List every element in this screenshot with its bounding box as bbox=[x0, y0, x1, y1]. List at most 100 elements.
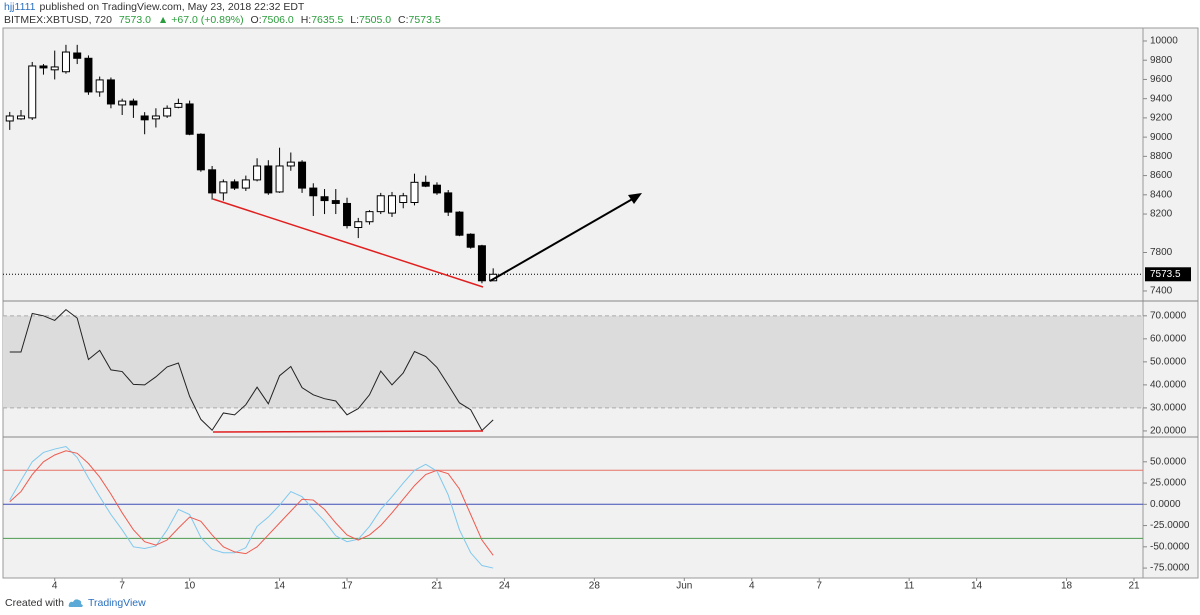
y-tick-label: 9000 bbox=[1150, 132, 1173, 143]
last-price-label: 7573.5 bbox=[1150, 269, 1181, 280]
series-line bbox=[9, 308, 494, 432]
candle-body bbox=[208, 169, 217, 194]
x-tick-label: 24 bbox=[499, 581, 511, 592]
arrow-head bbox=[628, 193, 642, 204]
candle-body bbox=[5, 115, 14, 122]
x-tick-label: 28 bbox=[589, 581, 601, 592]
y-tick-label: 20.0000 bbox=[1150, 426, 1187, 437]
quote-label: C: bbox=[398, 14, 409, 26]
y-tick-label: 60.0000 bbox=[1150, 333, 1187, 344]
x-tick-label: 17 bbox=[341, 581, 353, 592]
candle-body bbox=[151, 115, 160, 120]
arrow-line[interactable] bbox=[489, 196, 637, 282]
candle-body bbox=[264, 165, 273, 194]
x-tick-label: 10 bbox=[184, 581, 196, 592]
candle-body bbox=[432, 184, 441, 194]
candle-body bbox=[39, 65, 48, 69]
price: 7573.0 bbox=[118, 14, 151, 26]
candle-body bbox=[118, 100, 127, 106]
y-tick-label: -50.0000 bbox=[1150, 541, 1190, 552]
candle-body bbox=[129, 100, 138, 106]
backgrounds bbox=[3, 273, 1143, 539]
y-tick-label: -75.0000 bbox=[1150, 563, 1190, 574]
x-tick-label: 14 bbox=[971, 581, 983, 592]
y-tick-label: 8200 bbox=[1150, 209, 1173, 220]
symbol-line: BITMEX:XBTUSD, 720 7573.0 ▲ +67.0 (+0.89… bbox=[4, 14, 445, 26]
y-tick-label: -25.0000 bbox=[1150, 520, 1190, 531]
candle-body bbox=[477, 245, 486, 282]
candle-body bbox=[343, 202, 352, 227]
candle-body bbox=[230, 181, 239, 189]
y-tick-label: 10000 bbox=[1150, 36, 1178, 47]
quote-value: 7573.5 bbox=[408, 14, 441, 26]
candle-body bbox=[84, 57, 93, 93]
candle-body bbox=[399, 195, 408, 204]
y-tick-label: 70.0000 bbox=[1150, 310, 1187, 321]
candle-body bbox=[286, 161, 295, 167]
author[interactable]: hjj1111 bbox=[4, 1, 36, 13]
brand[interactable]: TradingView bbox=[87, 597, 146, 609]
candle-body bbox=[16, 115, 25, 120]
y-tick-label: 8600 bbox=[1150, 170, 1173, 181]
x-tick-label: 18 bbox=[1061, 581, 1073, 592]
trend-line[interactable] bbox=[212, 198, 484, 288]
y-tick-label: 7400 bbox=[1150, 286, 1173, 297]
x-tick-label: Jun bbox=[676, 581, 692, 592]
candle-body bbox=[455, 211, 464, 236]
candle-body bbox=[253, 165, 262, 181]
candle-body bbox=[298, 161, 307, 189]
y-tick-label: 7800 bbox=[1150, 247, 1173, 258]
y-tick-label: 30.0000 bbox=[1150, 403, 1187, 414]
candle-body bbox=[73, 52, 82, 59]
last-price-box bbox=[1145, 267, 1191, 282]
candle-body bbox=[219, 181, 228, 194]
series-line bbox=[9, 450, 494, 556]
chart: 4 7 10 14 17 21 24 28 Jun 4 7 11 14 18 21 10000 9800 9600… bbox=[2, 27, 1199, 592]
candle-body bbox=[309, 187, 318, 197]
x-tick-label: 14 bbox=[274, 581, 286, 592]
y-tick-label: 25.0000 bbox=[1150, 478, 1187, 489]
candle-body bbox=[331, 200, 340, 204]
candle-body bbox=[466, 233, 475, 248]
chart-frame bbox=[2, 27, 1199, 579]
logo bbox=[68, 599, 83, 607]
candle-body bbox=[106, 79, 115, 105]
y-tick-label: 9600 bbox=[1150, 74, 1173, 85]
x-tick-label: 7 bbox=[816, 581, 822, 592]
series-line bbox=[9, 445, 494, 569]
quote-value: 7506.0 bbox=[261, 14, 294, 26]
quote-label: L: bbox=[350, 14, 359, 26]
y-tick-label: 0.0000 bbox=[1150, 499, 1181, 510]
candle-body bbox=[163, 107, 172, 117]
x-tick-label: 21 bbox=[431, 581, 443, 592]
candle-body bbox=[28, 65, 37, 119]
candle-body bbox=[95, 79, 104, 93]
candle-body bbox=[444, 192, 453, 213]
footer: Created with TradingView bbox=[5, 597, 146, 609]
quote-label: O: bbox=[250, 14, 262, 26]
x-tick-label: 4 bbox=[749, 581, 755, 592]
candle-body bbox=[410, 181, 419, 204]
created-with: Created with bbox=[5, 597, 64, 609]
x-tick-label: 4 bbox=[52, 581, 58, 592]
symbol: BITMEX:XBTUSD, 720 bbox=[4, 14, 112, 26]
drawings bbox=[212, 193, 642, 433]
quote-value: 7505.0 bbox=[359, 14, 392, 26]
y-tick-label: 50.0000 bbox=[1150, 357, 1187, 368]
change: ▲ +67.0 (+0.89%) bbox=[157, 14, 244, 26]
quote-label: H: bbox=[300, 14, 312, 26]
candle-body bbox=[61, 51, 70, 73]
quote-value: 7635.5 bbox=[311, 14, 344, 26]
candle-body bbox=[140, 115, 149, 121]
candle-body bbox=[387, 195, 396, 214]
y-tick-label: 9400 bbox=[1150, 93, 1173, 104]
y-tick-label: 9800 bbox=[1150, 55, 1173, 66]
candle-body bbox=[421, 181, 430, 187]
x-tick-label: 21 bbox=[1128, 581, 1140, 592]
x-tick-label: 7 bbox=[119, 581, 125, 592]
candle-body bbox=[196, 133, 205, 171]
candle-body bbox=[174, 102, 183, 108]
trend-line[interactable] bbox=[212, 430, 484, 433]
candle-body bbox=[320, 196, 329, 202]
